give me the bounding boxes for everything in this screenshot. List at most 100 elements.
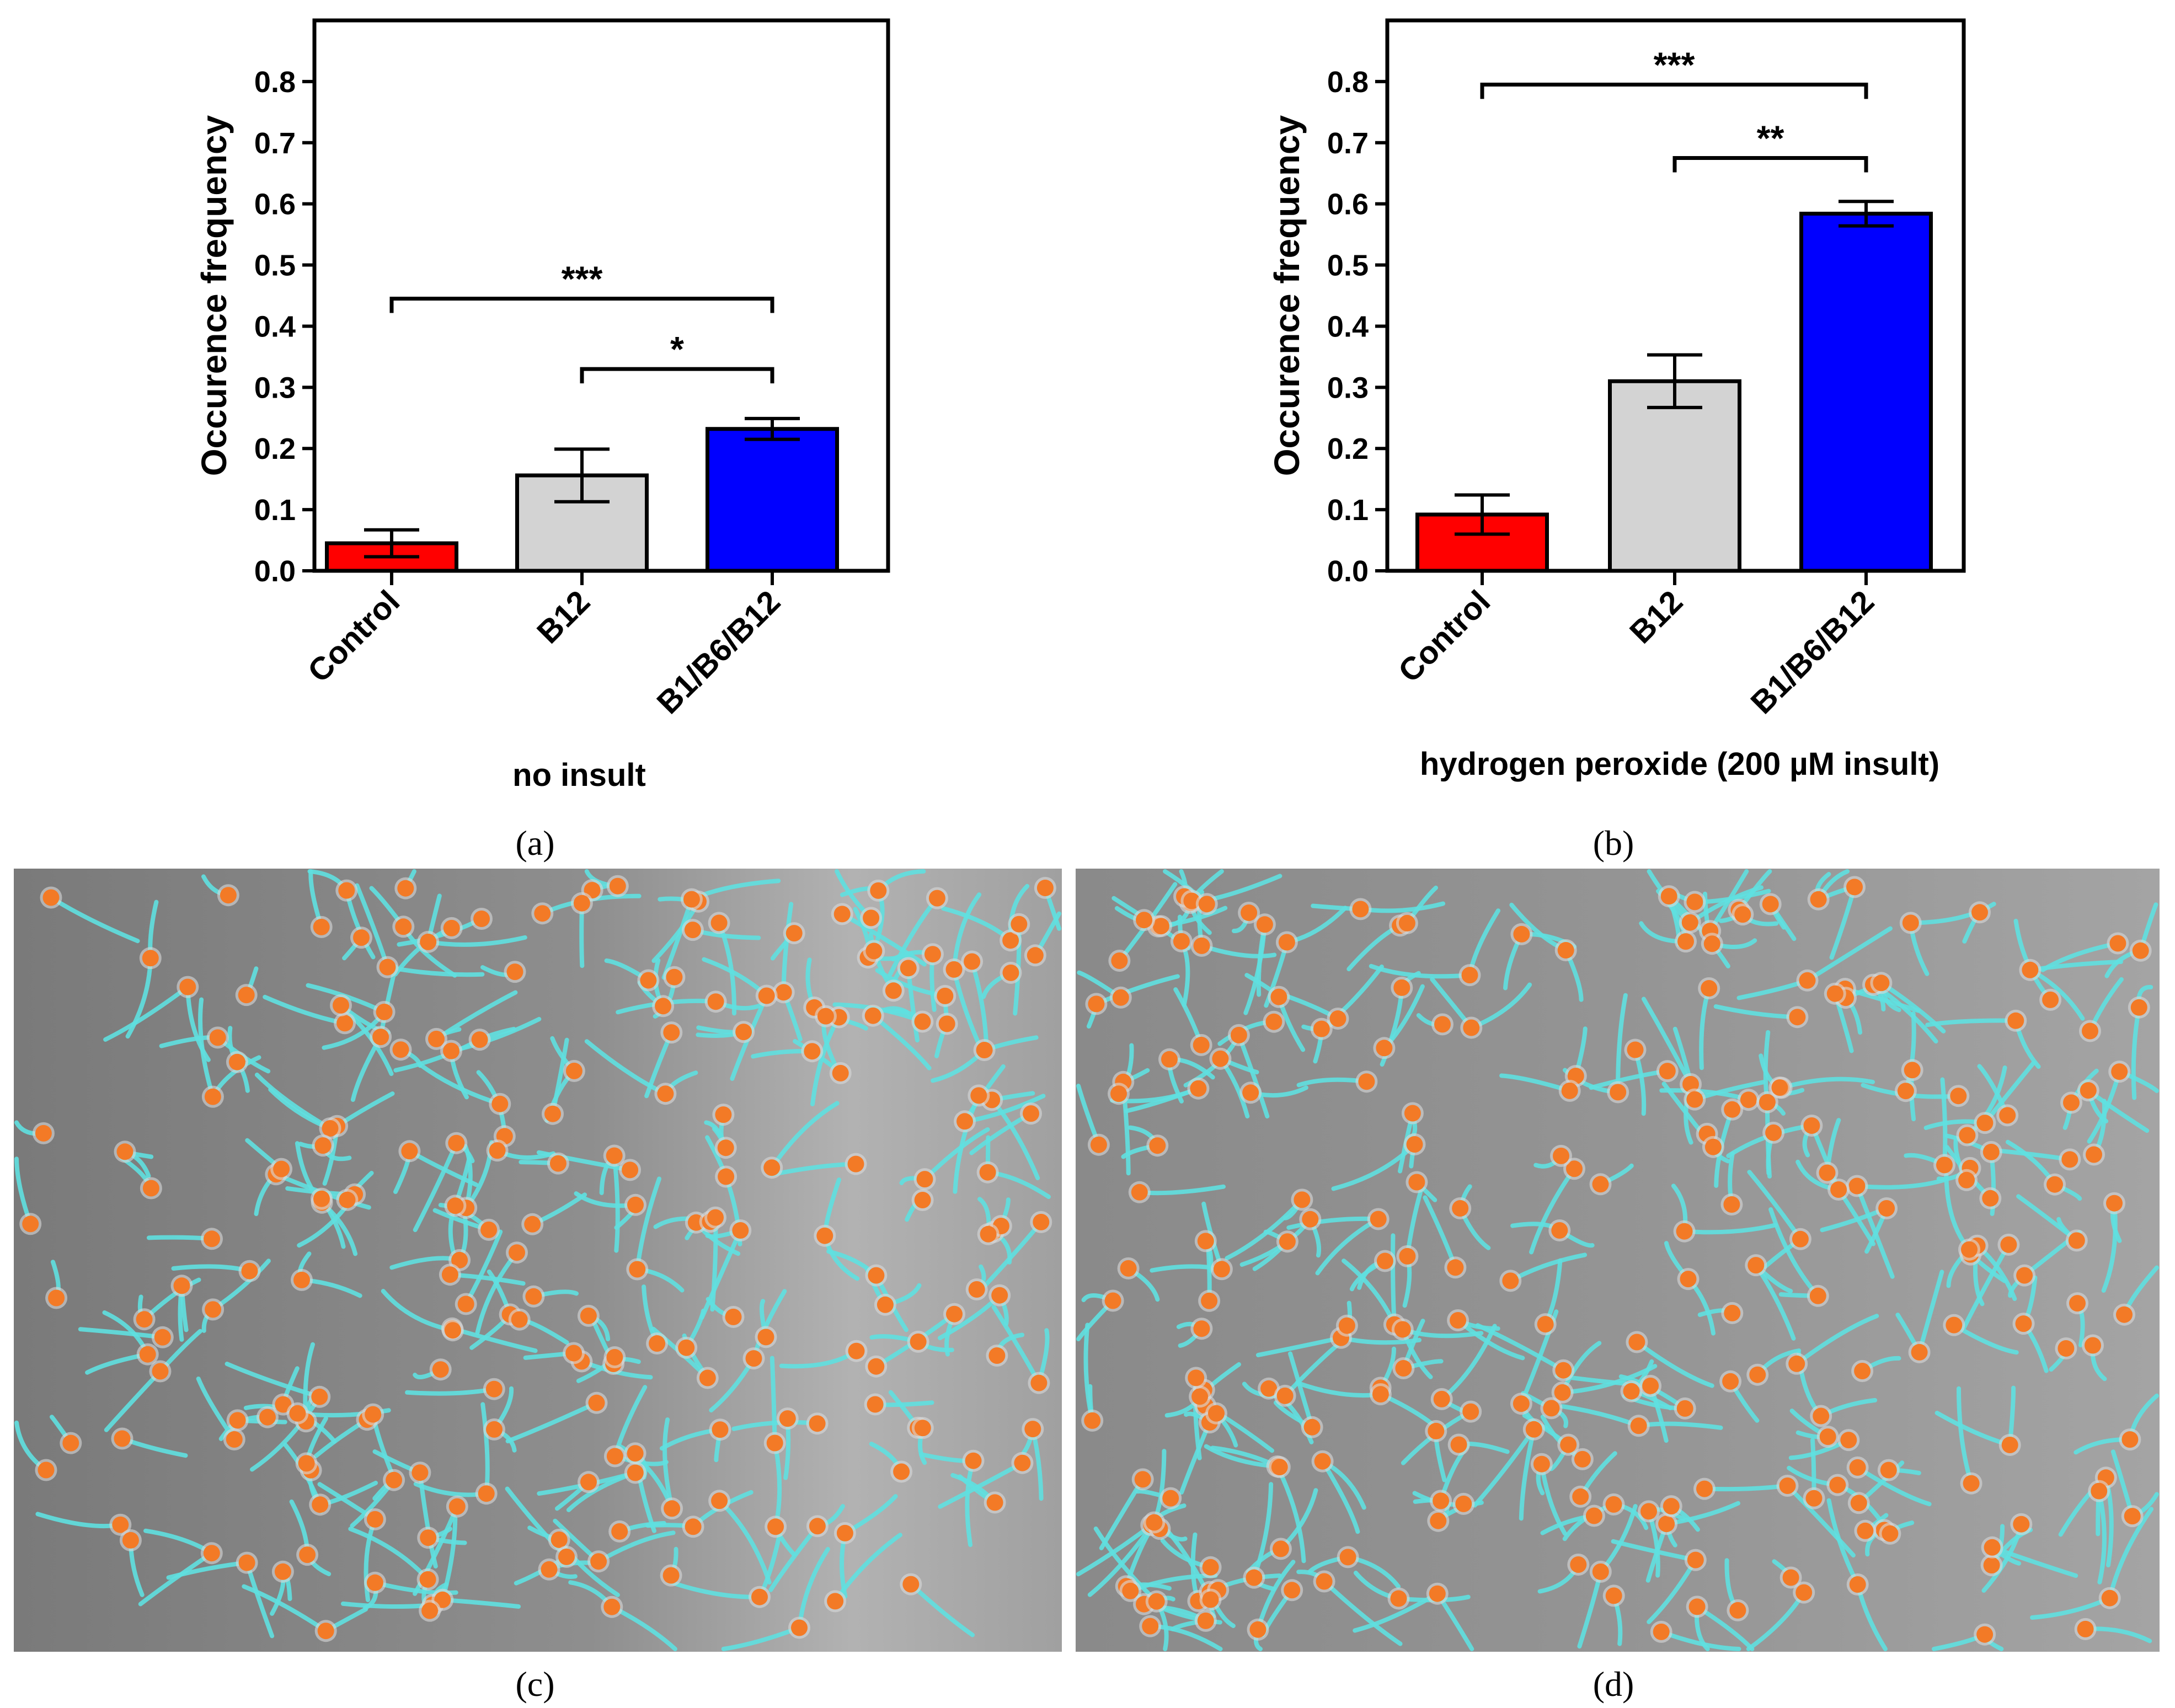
cell-body [1829, 1476, 1846, 1493]
neurite [1320, 1459, 1360, 1534]
cell-body [1701, 980, 1718, 997]
cell-body [313, 918, 330, 935]
cell-body [1809, 1287, 1826, 1304]
cell-body [1722, 1373, 1739, 1390]
cell-body [241, 1262, 258, 1279]
neurite [1616, 993, 1628, 1095]
cell-body [717, 1139, 734, 1156]
categories-b: Control B12 B1/B6/B12 [1391, 583, 1881, 721]
cell-body [1642, 1377, 1659, 1394]
cell-body [766, 1434, 783, 1452]
cell-body [1452, 1200, 1469, 1217]
neurite [1252, 1482, 1274, 1580]
cell-body [428, 1030, 445, 1047]
cell-body [2077, 1620, 2094, 1637]
cell-body [299, 1546, 316, 1564]
cell-body [509, 1244, 525, 1261]
cell-body [1024, 1421, 1041, 1438]
neurite [1475, 1323, 1566, 1373]
cell-body [275, 1396, 292, 1413]
y-tick-label: 0.5 [254, 249, 296, 282]
neurite [768, 1524, 820, 1592]
cell-body [116, 1143, 133, 1160]
cell-body [338, 882, 355, 899]
neurite [1641, 997, 1693, 1086]
cell-body [1813, 1407, 1830, 1425]
cell-body [1803, 1117, 1820, 1134]
cell-body [1428, 1422, 1445, 1439]
cell-body [401, 1143, 418, 1160]
cell-bodies-c [19, 875, 1056, 1642]
cell-body [902, 1576, 920, 1593]
neurite [833, 1533, 902, 1604]
cell-body [1406, 1136, 1423, 1153]
cell-body [205, 1301, 222, 1318]
cell-body [1399, 1247, 1416, 1265]
cell-body [1104, 1292, 1121, 1309]
cell-body [395, 918, 412, 935]
cell-body [938, 1015, 955, 1032]
cell-body [1628, 1334, 1645, 1351]
cell-body [1201, 1292, 1218, 1309]
cell-body [1272, 1540, 1289, 1557]
cell-body [622, 1161, 639, 1179]
cell-body [945, 961, 963, 978]
cell-body [707, 993, 724, 1010]
cell-body [1270, 988, 1287, 1005]
y-tick-label: 0.7 [254, 127, 296, 160]
cell-body [1408, 1174, 1425, 1191]
cell-body [238, 1554, 255, 1571]
cell-body [1963, 1475, 1980, 1492]
cell-body [1242, 1084, 1259, 1101]
neurite [769, 1101, 840, 1170]
cell-body [289, 1405, 306, 1422]
cell-body [1971, 904, 1988, 921]
cell-body [900, 960, 917, 977]
panel-label-d: (d) [1593, 1664, 1634, 1704]
cell-body [1696, 1480, 1713, 1497]
cell-body [832, 1064, 849, 1081]
cell-body [1329, 1010, 1346, 1027]
neurite [1255, 1335, 1343, 1357]
categories-a: Control B12 B1/B6/B12 [301, 583, 787, 721]
cell-body [868, 1267, 885, 1284]
cell-body [1230, 1026, 1247, 1043]
cell-body [1759, 1094, 1776, 1111]
category-label: Control [301, 583, 407, 689]
cell-body [836, 1524, 853, 1541]
cell-body [1983, 1557, 2000, 1574]
neurite [250, 1394, 322, 1472]
cell-body [1249, 1621, 1266, 1638]
cell-body [1213, 1261, 1230, 1278]
neurite [1519, 1427, 1536, 1521]
cell-body [1555, 1362, 1572, 1379]
cell-body [1840, 1432, 1857, 1449]
cell-body [1897, 1083, 1914, 1100]
y-tick-label: 0.0 [1327, 555, 1369, 588]
cell-body [485, 1380, 503, 1398]
cell-body [154, 1329, 171, 1346]
cell-body [2068, 1232, 2085, 1249]
cell-body [924, 946, 941, 963]
y-tick-label: 0.7 [1327, 127, 1369, 160]
neurite [953, 1093, 981, 1194]
cell-body [534, 905, 551, 922]
cell-body [816, 1227, 833, 1244]
cell-body [551, 1531, 568, 1548]
cell-body [775, 984, 792, 1001]
cell-body [914, 1192, 931, 1208]
cell-body [666, 968, 683, 986]
cell-body [1873, 975, 1890, 992]
cell-body [2063, 1094, 2080, 1111]
cell-body [979, 1164, 996, 1181]
y-tick-label: 0.3 [254, 371, 296, 404]
cell-body [1193, 1036, 1210, 1053]
cell-body [757, 1329, 774, 1346]
cell-body [1314, 1453, 1331, 1470]
cell-body [1748, 1257, 1765, 1274]
cell-body [2061, 1151, 2078, 1168]
neurite [1322, 1579, 1403, 1646]
cell-body [142, 1180, 159, 1197]
neurite [1785, 1484, 1856, 1558]
cell-body [1543, 1400, 1560, 1417]
